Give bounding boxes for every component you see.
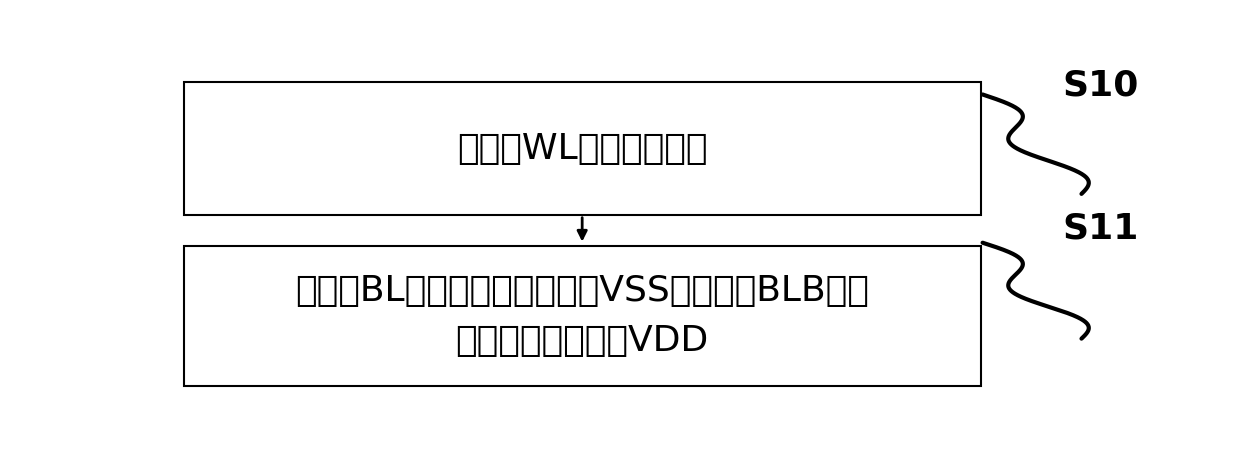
Bar bbox=[183, 82, 981, 215]
Text: 将位线BL的电压下拉到地电压VSS，位线反BLB的电
压维持为电源电压VDD: 将位线BL的电压下拉到地电压VSS，位线反BLB的电 压维持为电源电压VDD bbox=[295, 274, 869, 358]
Bar bbox=[183, 246, 981, 386]
Text: S10: S10 bbox=[1062, 69, 1139, 103]
Text: 将字线WL充电为高电压: 将字线WL充电为高电压 bbox=[457, 131, 707, 165]
Text: S11: S11 bbox=[1062, 212, 1139, 246]
